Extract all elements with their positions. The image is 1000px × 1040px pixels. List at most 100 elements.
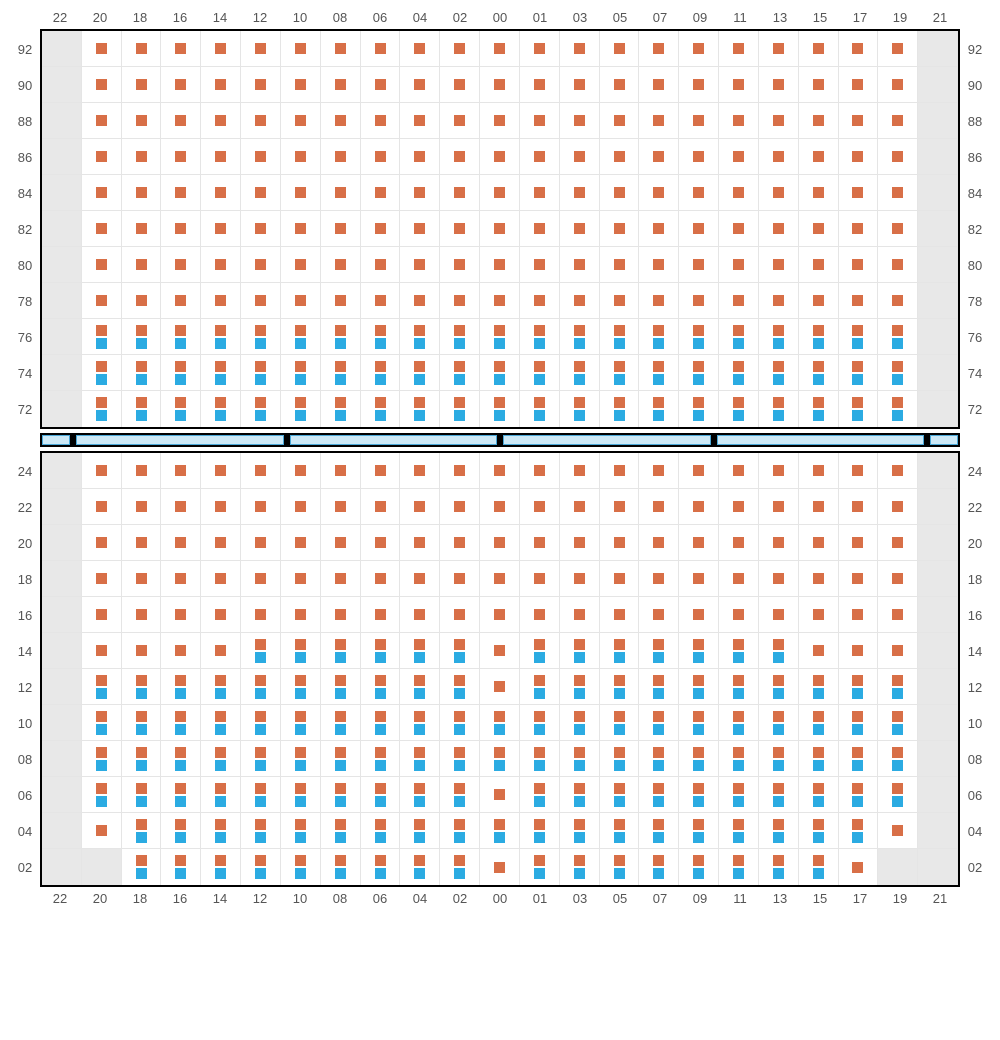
- row-label-right: 06: [960, 788, 990, 803]
- unit-icon: [813, 688, 824, 699]
- rack-cell: [161, 741, 201, 777]
- unit-icon: [494, 79, 505, 90]
- rack-cell: [799, 247, 839, 283]
- rack-cell: [82, 283, 122, 319]
- unit-icon: [852, 397, 863, 408]
- rack-cell: [480, 103, 520, 139]
- unit-icon: [733, 711, 744, 722]
- rack-cell: [600, 813, 640, 849]
- row-label-right: 92: [960, 42, 990, 57]
- unit-icon: [773, 855, 784, 866]
- rack-cell: [679, 319, 719, 355]
- unit-icon: [733, 783, 744, 794]
- rack-cell: [719, 705, 759, 741]
- unit-icon: [653, 115, 664, 126]
- unit-icon: [614, 537, 625, 548]
- unit-icon: [96, 573, 107, 584]
- rack-cell: [520, 103, 560, 139]
- unit-icon: [653, 259, 664, 270]
- unit-icon: [215, 465, 226, 476]
- unit-icon: [852, 862, 863, 873]
- rack-cell: [42, 31, 82, 67]
- unit-icon: [733, 187, 744, 198]
- unit-icon: [852, 537, 863, 548]
- unit-icon: [574, 760, 585, 771]
- rack-cell: [400, 489, 440, 525]
- rack-cell: [759, 561, 799, 597]
- unit-icon: [414, 325, 425, 336]
- rack-cell: [241, 211, 281, 247]
- rack-cell: [440, 139, 480, 175]
- unit-icon: [653, 151, 664, 162]
- rack-cell: [201, 283, 241, 319]
- rack-cell: [321, 355, 361, 391]
- rack-cell: [600, 103, 640, 139]
- unit-icon: [534, 747, 545, 758]
- unit-icon: [414, 609, 425, 620]
- unit-icon: [733, 868, 744, 879]
- unit-icon: [813, 724, 824, 735]
- rack-row: 1616: [42, 597, 958, 633]
- unit-icon: [375, 151, 386, 162]
- unit-icon: [295, 374, 306, 385]
- rack-cell: [361, 453, 401, 489]
- rack-cell: [400, 597, 440, 633]
- rack-cell: [321, 813, 361, 849]
- unit-icon: [574, 410, 585, 421]
- unit-icon: [255, 361, 266, 372]
- column-label: 10: [280, 891, 320, 906]
- rack-cell: [440, 355, 480, 391]
- unit-icon: [295, 652, 306, 663]
- unit-icon: [454, 675, 465, 686]
- rack-cell: [799, 489, 839, 525]
- rack-cell: [799, 139, 839, 175]
- rack-cell: [361, 525, 401, 561]
- unit-icon: [136, 645, 147, 656]
- rack-cell: [201, 175, 241, 211]
- unit-icon: [574, 223, 585, 234]
- rack-cell: [82, 211, 122, 247]
- rack-cell: [918, 211, 958, 247]
- unit-icon: [136, 868, 147, 879]
- unit-icon: [534, 465, 545, 476]
- unit-icon: [614, 652, 625, 663]
- rack-cell: [639, 561, 679, 597]
- unit-icon: [614, 783, 625, 794]
- rack-cell: [241, 633, 281, 669]
- unit-icon: [255, 465, 266, 476]
- rack-cell: [679, 669, 719, 705]
- unit-icon: [136, 465, 147, 476]
- unit-icon: [414, 361, 425, 372]
- unit-icon: [215, 760, 226, 771]
- unit-icon: [96, 760, 107, 771]
- rack-cell: [759, 777, 799, 813]
- rack-cell: [878, 103, 918, 139]
- unit-icon: [136, 724, 147, 735]
- divider-segment: [503, 435, 711, 445]
- rack-cell: [560, 453, 600, 489]
- unit-icon: [454, 796, 465, 807]
- unit-icon: [773, 675, 784, 686]
- unit-icon: [614, 573, 625, 584]
- rack-cell: [480, 849, 520, 885]
- rack-cell: [918, 103, 958, 139]
- row-label-right: 74: [960, 366, 990, 381]
- rack-cell: [361, 283, 401, 319]
- rack-cell: [400, 813, 440, 849]
- unit-icon: [414, 537, 425, 548]
- unit-icon: [494, 862, 505, 873]
- unit-icon: [534, 652, 545, 663]
- unit-icon: [414, 501, 425, 512]
- unit-icon: [295, 675, 306, 686]
- unit-icon: [136, 711, 147, 722]
- unit-icon: [892, 501, 903, 512]
- unit-icon: [614, 397, 625, 408]
- unit-icon: [175, 783, 186, 794]
- rack-cell: [600, 391, 640, 427]
- unit-icon: [335, 747, 346, 758]
- row-label-left: 84: [10, 186, 40, 201]
- unit-icon: [175, 259, 186, 270]
- rack-cell: [400, 283, 440, 319]
- rack-cell: [361, 741, 401, 777]
- unit-icon: [852, 796, 863, 807]
